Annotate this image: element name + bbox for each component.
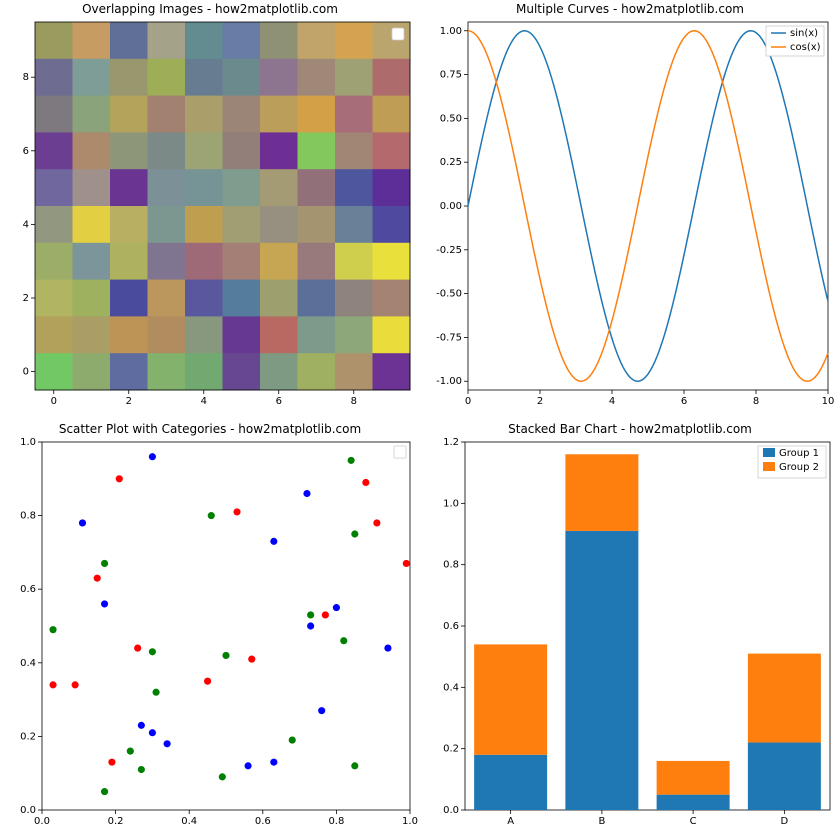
svg-text:1.00: 1.00	[440, 26, 462, 37]
svg-text:0.0: 0.0	[443, 805, 459, 816]
svg-text:0.4: 0.4	[20, 658, 36, 669]
svg-text:4: 4	[609, 396, 615, 407]
svg-text:0.2: 0.2	[108, 816, 124, 827]
svg-text:2: 2	[126, 396, 132, 407]
svg-text:4: 4	[201, 396, 207, 407]
svg-text:B: B	[598, 816, 605, 827]
svg-text:4: 4	[23, 219, 29, 230]
svg-text:C: C	[690, 816, 697, 827]
svg-text:0.4: 0.4	[443, 682, 459, 693]
title-top-right: Multiple Curves - how2matplotlib.com	[420, 2, 840, 16]
svg-text:sin(x): sin(x)	[790, 28, 818, 39]
figure-grid: Overlapping Images - how2matplotlib.com …	[0, 0, 840, 840]
panel-top-left: Overlapping Images - how2matplotlib.com …	[0, 0, 420, 420]
svg-text:cos(x): cos(x)	[790, 42, 821, 53]
svg-text:0.8: 0.8	[443, 560, 459, 571]
svg-text:0.4: 0.4	[181, 816, 197, 827]
svg-text:1.0: 1.0	[402, 816, 418, 827]
lines-svg: 0 2 4 6 8 10 -1.00 -0.75 -0.50 -0.25 0.00 0.25 0.50 0…	[420, 0, 840, 420]
panel-bottom-left: Scatter Plot with Categories - how2matpl…	[0, 420, 420, 840]
stackedbar-svg: A B C D 0.0 0.2 0.4 0.6 0.8 1.0 1.2 Group 1 Group 2	[420, 420, 840, 840]
svg-text:2: 2	[23, 293, 29, 304]
title-top-left: Overlapping Images - how2matplotlib.com	[0, 2, 420, 16]
svg-text:0.8: 0.8	[328, 816, 344, 827]
svg-text:6: 6	[23, 146, 29, 157]
svg-text:0: 0	[23, 367, 29, 378]
svg-text:0.50: 0.50	[440, 113, 462, 124]
panel-top-right: Multiple Curves - how2matplotlib.com 0 2 4…	[420, 0, 840, 420]
svg-text:0: 0	[51, 396, 57, 407]
svg-text:-0.50: -0.50	[436, 289, 462, 300]
svg-text:D: D	[781, 816, 789, 827]
svg-text:-0.75: -0.75	[436, 332, 462, 343]
svg-text:1.0: 1.0	[20, 437, 36, 448]
svg-text:6: 6	[681, 396, 687, 407]
scatter-svg: 0.0 0.2 0.4 0.6 0.8 1.0 0.0 0.2 0.4 0.6 0.8 1.0	[0, 420, 420, 840]
svg-text:2: 2	[537, 396, 543, 407]
svg-text:0.6: 0.6	[443, 621, 459, 632]
svg-text:0.25: 0.25	[440, 157, 462, 168]
svg-text:8: 8	[23, 72, 29, 83]
svg-text:Group 1: Group 1	[779, 448, 819, 459]
svg-text:0.75: 0.75	[440, 70, 462, 81]
svg-text:-0.25: -0.25	[436, 245, 462, 256]
title-bottom-left: Scatter Plot with Categories - how2matpl…	[0, 422, 420, 436]
svg-text:1.2: 1.2	[443, 437, 459, 448]
svg-text:0.00: 0.00	[440, 201, 462, 212]
svg-text:10: 10	[822, 396, 835, 407]
heatmap-svg: 0 2 4 6 8 0 2 4 6 8	[0, 0, 420, 420]
svg-text:A: A	[507, 816, 514, 827]
svg-text:0.2: 0.2	[20, 731, 36, 742]
svg-text:0.8: 0.8	[20, 511, 36, 522]
svg-text:8: 8	[753, 396, 759, 407]
svg-text:0: 0	[465, 396, 471, 407]
svg-text:8: 8	[351, 396, 357, 407]
title-bottom-right: Stacked Bar Chart - how2matplotlib.com	[420, 422, 840, 436]
svg-text:0.0: 0.0	[20, 805, 36, 816]
svg-text:0.6: 0.6	[255, 816, 271, 827]
svg-text:0.0: 0.0	[34, 816, 50, 827]
svg-text:-1.00: -1.00	[436, 376, 462, 387]
svg-text:0.6: 0.6	[20, 584, 36, 595]
svg-text:Group 2: Group 2	[779, 462, 819, 473]
svg-text:0.2: 0.2	[443, 744, 459, 755]
panel-bottom-right: Stacked Bar Chart - how2matplotlib.com A…	[420, 420, 840, 840]
svg-text:6: 6	[276, 396, 282, 407]
svg-text:1.0: 1.0	[443, 498, 459, 509]
